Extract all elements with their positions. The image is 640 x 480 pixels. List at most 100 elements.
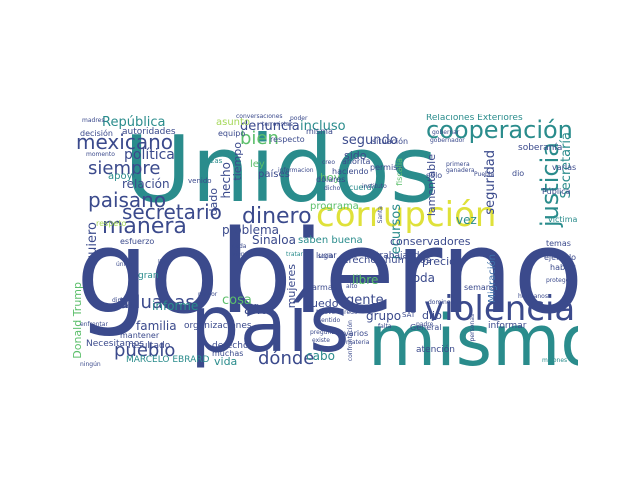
word: gran	[138, 271, 159, 281]
word: segundo	[342, 133, 398, 148]
word: conservadores	[390, 235, 471, 248]
word: Puebla	[474, 171, 495, 178]
word: República	[102, 115, 166, 130]
word: asunto	[216, 117, 251, 128]
word: vez	[456, 213, 477, 227]
word: ningún	[80, 361, 101, 368]
word: mujeres	[285, 264, 298, 309]
word: programa	[310, 201, 359, 212]
word: sentido	[318, 317, 341, 324]
word: ahorita	[342, 157, 371, 166]
word: país	[190, 280, 350, 368]
word: sido	[344, 149, 367, 162]
word: mayor	[198, 291, 218, 298]
word: siempre	[88, 158, 161, 179]
word: incluso	[300, 119, 346, 134]
word: gobierno	[76, 206, 578, 340]
word: armas	[312, 283, 337, 292]
word: muchas	[212, 349, 244, 358]
word: terroristas	[262, 121, 293, 128]
word: falta	[378, 323, 392, 330]
word: millones	[542, 357, 568, 364]
word: equipo	[218, 129, 246, 138]
word: dio	[512, 169, 525, 178]
word: viene	[232, 251, 249, 258]
word: instituto	[362, 183, 387, 190]
word: política	[124, 147, 175, 163]
word: único	[116, 261, 133, 268]
word: LeBarón	[112, 303, 137, 310]
word: domingo	[428, 299, 455, 306]
word: organizaciones	[184, 321, 252, 331]
word: autoridades	[122, 127, 176, 137]
word: informacion	[278, 167, 314, 174]
word: Relaciones Exteriores	[426, 114, 523, 123]
word: venido	[188, 177, 212, 185]
word: situación	[372, 137, 409, 146]
word: informe	[152, 299, 199, 313]
word: conversaciones	[236, 114, 283, 120]
word: pueblo	[114, 340, 176, 361]
word: cooperación	[426, 116, 573, 144]
word: secretario	[122, 200, 222, 224]
word: Pública	[542, 187, 571, 196]
word: años	[244, 303, 275, 318]
word: países	[258, 169, 290, 180]
word: hoy	[320, 171, 341, 184]
word: manera	[102, 214, 187, 239]
word: sólo	[426, 171, 443, 180]
word: acuerdo	[344, 183, 377, 192]
word: lugar	[316, 251, 337, 260]
word: gobernador	[430, 137, 465, 144]
word: creo	[322, 159, 335, 166]
word: misma	[306, 127, 333, 136]
word: problema	[222, 223, 280, 237]
word: momento	[86, 151, 115, 158]
word: violencia	[424, 289, 576, 329]
word: puedo	[304, 297, 339, 310]
word: Santa	[377, 206, 384, 224]
word: derechos humanos	[336, 255, 432, 266]
word: paisano	[88, 188, 167, 212]
word: familia	[136, 319, 177, 333]
word: ley	[250, 159, 265, 170]
word: resultado	[128, 341, 171, 351]
word: Nuevo Laredo	[316, 309, 358, 316]
word: permiso	[370, 163, 403, 172]
word: mexicano	[76, 130, 173, 154]
word: haciendo	[332, 167, 369, 176]
word: plazas	[200, 157, 223, 165]
word: SAT	[402, 311, 416, 319]
word: mismo	[368, 300, 578, 368]
word: cabo	[306, 349, 335, 363]
word: víctima	[548, 215, 578, 224]
word: cada	[232, 243, 247, 250]
word: ganadera	[446, 167, 475, 174]
word: diría	[112, 297, 126, 304]
word: corrupción	[316, 195, 497, 235]
word: decisión	[80, 129, 113, 138]
word: hermanos	[518, 293, 548, 300]
word: General	[410, 323, 442, 332]
word: grupo	[366, 309, 402, 323]
word: enfrentar	[80, 321, 108, 328]
word: temas	[546, 239, 571, 248]
word: primera	[446, 161, 470, 168]
word: aduanas	[118, 292, 195, 313]
word: dicho	[324, 185, 341, 192]
word: alto	[346, 283, 358, 290]
word: dólares	[316, 175, 346, 184]
word: Migración	[487, 254, 498, 303]
word: preguntas	[310, 329, 341, 336]
word: proteger	[546, 277, 572, 284]
word: varias	[552, 163, 577, 172]
word: atención	[416, 345, 455, 355]
word: derecho	[212, 341, 249, 351]
word: informar	[488, 321, 527, 331]
word: dinero	[242, 204, 312, 229]
word: dijo	[422, 309, 442, 322]
word: relación	[122, 177, 170, 191]
word: materia	[346, 339, 370, 346]
word: respecto	[270, 135, 305, 144]
word: tiempo	[231, 142, 244, 181]
